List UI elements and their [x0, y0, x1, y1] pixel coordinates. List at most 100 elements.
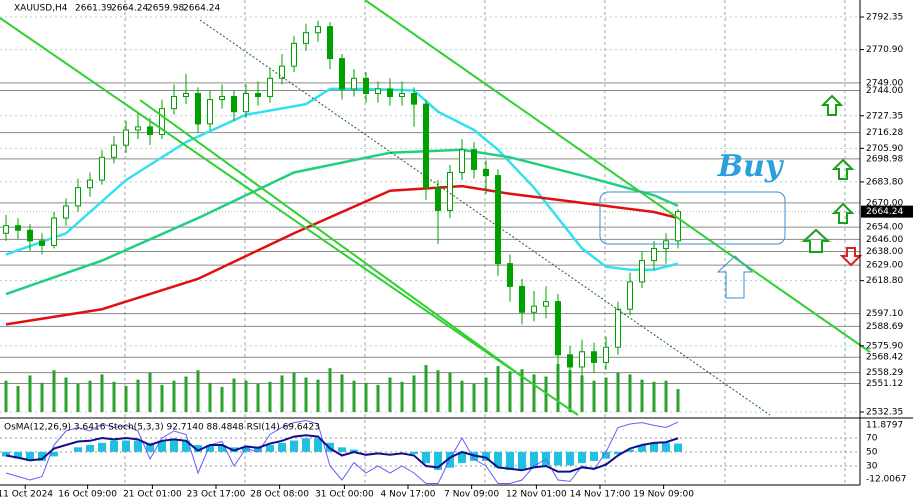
osma-bar — [50, 451, 58, 457]
candle-body — [291, 42, 297, 67]
candle-body — [483, 168, 489, 177]
candle-body — [39, 240, 45, 246]
moving-average — [5, 87, 679, 271]
volume-bar — [52, 370, 56, 412]
osma-bar — [122, 440, 130, 452]
osma-bar — [518, 451, 526, 470]
candle-body — [375, 88, 381, 94]
volume-bar — [496, 366, 500, 412]
osma-bar — [662, 442, 670, 452]
x-tick-label: 11 Oct 2024 — [0, 490, 53, 500]
volume-bar — [112, 381, 116, 412]
y-tick-label: 2770.90 — [866, 45, 903, 55]
volume-bar — [76, 383, 80, 412]
osma-bar — [554, 451, 562, 466]
volume-bar — [148, 372, 152, 412]
volume-bar — [208, 382, 212, 412]
x-tick-label: 28 Oct 08:00 — [250, 490, 309, 500]
osma-bar — [530, 451, 538, 468]
volume-bar — [364, 382, 368, 412]
volume-bar — [460, 380, 464, 412]
level-label: 2568.42 — [866, 353, 903, 363]
candle-body — [411, 92, 417, 105]
level-label: 2654.00 — [866, 223, 903, 233]
osma-bar — [290, 440, 298, 452]
osma-bar — [158, 440, 166, 452]
candle-body — [51, 217, 57, 246]
candle-body — [519, 285, 525, 313]
y-tick-label: 2683.80 — [866, 177, 903, 187]
volume-bar — [244, 380, 248, 412]
last-price-label: 2664.24 — [866, 207, 903, 217]
candle-body — [207, 99, 213, 125]
buy-arrow — [716, 255, 754, 299]
volume-bar — [436, 370, 440, 412]
y-tick-label: 2705.90 — [866, 144, 903, 154]
candle-body — [675, 211, 681, 242]
volume-bar — [220, 386, 224, 412]
candle-body — [459, 149, 465, 173]
candle-body — [363, 77, 369, 94]
candle-body — [351, 77, 357, 90]
volume-bar — [304, 377, 308, 412]
osma-bar — [218, 445, 226, 452]
osma-limit-label: -12.0067 — [866, 475, 906, 485]
volume-bar — [400, 381, 404, 412]
osma-bar — [254, 447, 262, 452]
header-value: 2664.24 — [183, 4, 220, 14]
header-value: 2659.98 — [147, 4, 184, 14]
osma-bar — [626, 449, 634, 452]
candle-body — [111, 144, 117, 158]
osma-bar — [14, 451, 22, 459]
osma-bar — [590, 451, 598, 461]
candle-body — [63, 205, 69, 219]
osma-bar — [278, 442, 286, 452]
osma-bar — [2, 451, 10, 457]
candle-body — [555, 301, 561, 356]
candle-body — [423, 103, 429, 189]
candle-body — [3, 225, 9, 234]
osc-level-label: 30 — [866, 462, 878, 472]
candle-body — [399, 92, 405, 98]
level-label: 2698.98 — [866, 154, 903, 164]
volume-bar — [88, 380, 92, 412]
candle-body — [267, 77, 273, 98]
volume-bar — [100, 374, 104, 412]
volume-bar — [508, 371, 512, 412]
volume-bar — [64, 377, 68, 412]
y-tick-label: 2727.35 — [866, 111, 903, 121]
candle-body — [243, 92, 249, 113]
candle-body — [603, 346, 609, 363]
x-tick-label: 21 Oct 01:00 — [123, 490, 182, 500]
volume-bar — [484, 377, 488, 412]
volume-bar — [352, 380, 356, 412]
osc-level-label: 50 — [866, 448, 878, 458]
volume-bar — [388, 377, 392, 412]
candle-body — [195, 92, 201, 125]
candle-body — [87, 179, 93, 189]
osma-bar — [146, 442, 154, 452]
candle-body — [183, 92, 189, 98]
volume-bar — [568, 370, 572, 412]
volume-bar — [628, 374, 632, 412]
osma-bar — [38, 451, 46, 461]
candle-body — [219, 96, 225, 101]
osma-limit-label: 11.8797 — [866, 421, 903, 431]
osma-bar — [614, 451, 622, 455]
buy-zone — [599, 191, 786, 245]
volume-bar — [544, 376, 548, 412]
volume-bar — [640, 379, 644, 412]
candle-body — [639, 260, 645, 283]
volume-bar — [616, 372, 620, 412]
osc-level-label: 70 — [866, 434, 878, 444]
buy-label: Buy — [717, 149, 785, 184]
volume-bar — [124, 385, 128, 412]
osma-bar — [98, 442, 106, 452]
osma-bar — [242, 447, 250, 452]
candle-body — [531, 305, 537, 313]
level-label: 2716.28 — [866, 128, 903, 138]
candle-body — [171, 96, 177, 110]
osma-bar — [602, 451, 610, 459]
level-label: 2588.69 — [866, 322, 903, 332]
candle-body — [495, 175, 501, 265]
